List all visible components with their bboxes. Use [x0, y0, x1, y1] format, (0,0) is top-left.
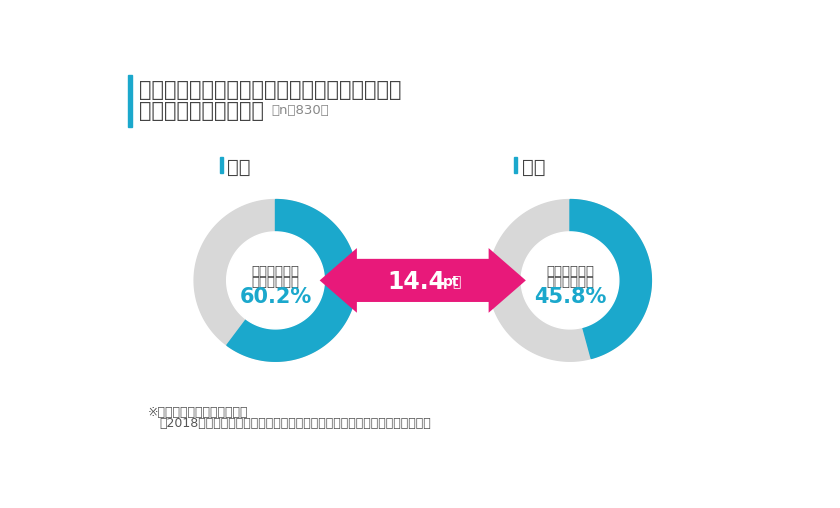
Text: 充足している: 充足している — [546, 276, 594, 289]
Bar — [220, 157, 223, 173]
Text: 14.4: 14.4 — [387, 270, 445, 294]
Text: 中途内定者が: 中途内定者が — [251, 265, 300, 278]
Bar — [129, 75, 132, 127]
Text: 中途内定者が: 中途内定者が — [546, 265, 594, 278]
Text: なし: なし — [522, 158, 545, 177]
Text: 充足している: 充足している — [251, 276, 300, 289]
Text: 差: 差 — [452, 275, 460, 289]
Text: 社員個人の学びに対する支援あり／なしによる: 社員個人の学びに対する支援あり／なしによる — [139, 80, 402, 100]
Text: 45.8%: 45.8% — [533, 288, 606, 307]
Text: 60.2%: 60.2% — [239, 288, 312, 307]
Polygon shape — [521, 232, 619, 329]
Polygon shape — [489, 200, 651, 361]
Text: －2018年度下半期の選考合格者数が「計画通り」・「計画を上回る」の合計: －2018年度下半期の選考合格者数が「計画通り」・「計画を上回る」の合計 — [160, 417, 431, 430]
Text: pt: pt — [443, 275, 459, 289]
Polygon shape — [194, 200, 357, 361]
Text: あり: あり — [228, 158, 251, 177]
Polygon shape — [227, 232, 324, 329]
Polygon shape — [320, 248, 526, 313]
Text: 中途内定者の充足状況: 中途内定者の充足状況 — [139, 101, 264, 121]
Polygon shape — [227, 200, 357, 361]
Polygon shape — [570, 200, 651, 359]
Bar — [514, 157, 517, 173]
Text: （n－830）: （n－830） — [271, 104, 329, 117]
Text: ※中途内定者が充足している: ※中途内定者が充足している — [148, 406, 248, 419]
